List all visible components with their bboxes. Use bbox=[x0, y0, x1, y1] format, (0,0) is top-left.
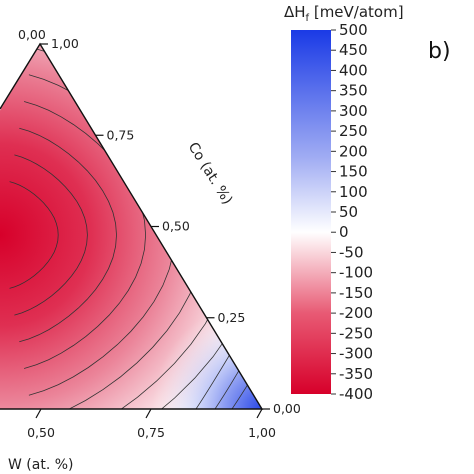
colorbar-tick-label: 350 bbox=[339, 82, 368, 100]
apex-tick-label: 0,00 bbox=[18, 27, 46, 42]
colorbar-tick-label: -200 bbox=[339, 304, 373, 322]
colorbar-title-subscript: f bbox=[306, 13, 310, 24]
colorbar-tick-label: 200 bbox=[339, 142, 368, 160]
co-tick-label: 0,00 bbox=[273, 401, 301, 416]
colorbar-tick-label: -100 bbox=[339, 264, 373, 282]
colorbar-tick-label: -50 bbox=[339, 243, 364, 261]
w-tick-label: 0,50 bbox=[27, 425, 55, 440]
co-tick-label: 0,75 bbox=[107, 127, 135, 142]
colorbar-tick-label: -300 bbox=[339, 345, 373, 363]
contour-line bbox=[14, 154, 88, 316]
colorbar-title: ΔHf [meV/atom] bbox=[284, 3, 404, 24]
colorbar-tick-label: -150 bbox=[339, 284, 373, 302]
colorbar-title-unit: [meV/atom] bbox=[309, 3, 404, 21]
co-axis-ticks: 0,00 0,25 0,50 0,75 1,00 bbox=[40, 36, 301, 416]
colorbar-tick-label: 450 bbox=[339, 41, 368, 59]
w-axis-ticks: 0,50 0,75 1,00 bbox=[27, 408, 276, 440]
colorbar-tick-label: 300 bbox=[339, 102, 368, 120]
panel-label: b) bbox=[428, 39, 451, 64]
colorbar-tick-label: 400 bbox=[339, 61, 368, 79]
co-tick-label: 0,25 bbox=[218, 310, 246, 325]
colorbar-tick-label: -400 bbox=[339, 385, 373, 403]
co-tick-label: 1,00 bbox=[51, 36, 79, 51]
w-tick-label: 1,00 bbox=[248, 425, 276, 440]
colorbar-tick-label: 50 bbox=[339, 203, 358, 221]
contour-line bbox=[9, 181, 59, 289]
co-axis-title: Co (at. %) bbox=[185, 140, 236, 208]
colorbar-tick-label: 150 bbox=[339, 163, 368, 181]
colorbar-tick-label: 100 bbox=[339, 183, 368, 201]
co-tick-label: 0,50 bbox=[162, 219, 190, 234]
w-tick-mark bbox=[145, 408, 152, 419]
w-axis-title: W (at. %) bbox=[8, 457, 74, 473]
w-tick-mark bbox=[35, 408, 42, 419]
colorbar-ticks: 500450400350300250200150100500-50-100-15… bbox=[331, 21, 373, 403]
colorbar-tick-label: 500 bbox=[339, 21, 368, 39]
w-tick-mark bbox=[256, 408, 263, 419]
ternary-fill bbox=[0, 44, 262, 409]
contour-line bbox=[23, 101, 147, 369]
colorbar-tick-label: 250 bbox=[339, 122, 368, 140]
w-tick-label: 0,75 bbox=[137, 425, 165, 440]
colorbar bbox=[291, 30, 331, 394]
colorbar-tick-label: 0 bbox=[339, 223, 349, 241]
colorbar-tick-label: -250 bbox=[339, 324, 373, 342]
positive-energy-corner bbox=[100, 280, 262, 409]
colorbar-tick-label: -350 bbox=[339, 365, 373, 383]
colorbar-title-symbol: ΔH bbox=[284, 3, 306, 21]
contour-line bbox=[19, 127, 117, 343]
